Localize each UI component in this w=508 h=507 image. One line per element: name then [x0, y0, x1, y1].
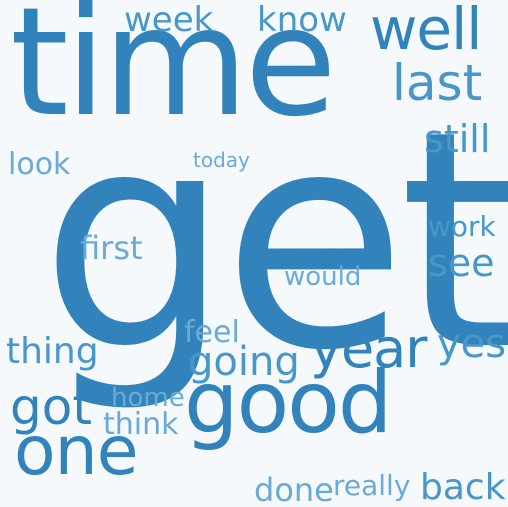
- word-back: back: [420, 467, 506, 507]
- word-still: still: [424, 117, 491, 161]
- word-really: really: [333, 469, 411, 502]
- word-last: last: [392, 54, 483, 112]
- word-done: done: [254, 471, 334, 507]
- word-going: going: [188, 339, 300, 385]
- word-feel: feel: [184, 315, 240, 350]
- word-time: time: [10, 0, 337, 150]
- word-home: home: [111, 383, 185, 413]
- word-see: see: [428, 241, 495, 285]
- word-good: good: [184, 353, 392, 453]
- word-first: first: [80, 229, 143, 267]
- word-think: think: [103, 407, 179, 442]
- word-yes: yes: [437, 321, 507, 367]
- word-year: year: [310, 317, 427, 380]
- word-would: would: [284, 262, 362, 292]
- word-today: today: [193, 148, 250, 172]
- word-know: know: [257, 0, 347, 40]
- word-one: one: [14, 412, 139, 491]
- word-week: week: [124, 0, 214, 40]
- word-look: look: [8, 147, 71, 182]
- word-thing: thing: [6, 331, 99, 372]
- word-get: get: [40, 67, 508, 416]
- word-work: work: [428, 210, 496, 243]
- word-well: well: [370, 0, 482, 63]
- word-got: got: [10, 378, 92, 436]
